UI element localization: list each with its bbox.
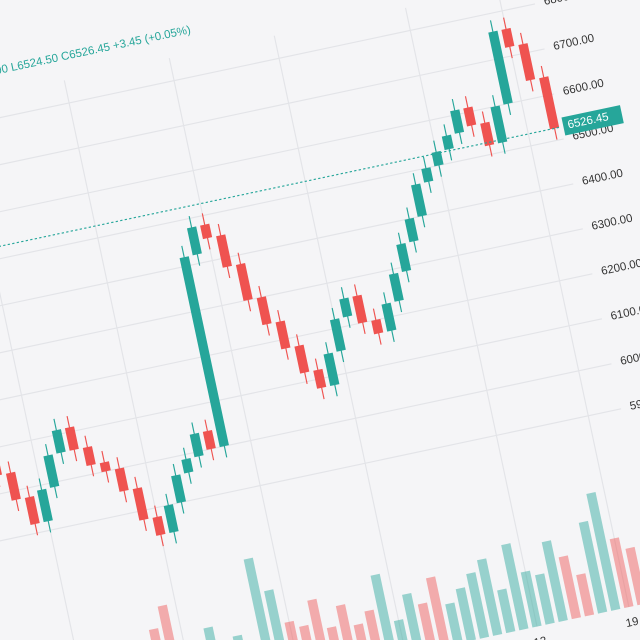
volume-bar (476, 558, 503, 636)
x-grid-line (496, 0, 630, 608)
volume-bar (535, 573, 555, 625)
grid-line (0, 228, 583, 364)
candle-body (186, 226, 202, 256)
grid-line (0, 48, 545, 184)
x-tick-label: 19 (625, 616, 640, 630)
candle-body (490, 105, 508, 144)
x-grid-line (0, 102, 92, 640)
volume-bar (558, 555, 581, 620)
grid-line (0, 273, 593, 409)
volume-bar (284, 620, 306, 640)
volume-bar (625, 546, 640, 606)
x-grid-line (63, 80, 197, 640)
x-tick-label: 12 (533, 635, 548, 640)
candle-body (371, 318, 384, 335)
candle-body (488, 30, 513, 105)
candle-body (5, 471, 21, 501)
x-grid-line (168, 57, 302, 640)
grid-line (0, 363, 612, 499)
candle-body (36, 488, 53, 523)
candle-body (114, 467, 129, 492)
grid-line (0, 183, 574, 319)
candle-body (411, 183, 427, 217)
y-tick-label: 5900.00 (629, 392, 640, 412)
candle-body (381, 302, 397, 332)
volume-bar (326, 626, 345, 640)
candle-body (501, 27, 515, 48)
volume-bar (520, 570, 542, 628)
volume-bar (466, 572, 490, 639)
x-grid-line (404, 7, 538, 627)
candle-body (181, 458, 194, 474)
candle-body (43, 454, 60, 488)
grid-line (0, 3, 536, 139)
candle-body (388, 272, 404, 302)
volume-bar (299, 624, 319, 640)
candle-body (216, 234, 232, 268)
grid-line (0, 318, 603, 454)
candle-body (64, 426, 79, 451)
volume-bar (364, 609, 385, 640)
candle-body (480, 121, 495, 147)
candle-body (99, 461, 111, 473)
volume-bar (609, 537, 634, 609)
candle-body (441, 134, 454, 151)
candle-body (539, 76, 560, 130)
candle-body (200, 223, 213, 240)
candle-body (431, 150, 444, 167)
candle-body (275, 320, 291, 350)
volume-bar (425, 576, 450, 640)
candle-body (463, 106, 477, 127)
volume-bar (541, 540, 568, 622)
volume-bar (353, 623, 372, 640)
candle-body (518, 43, 536, 82)
grid-line (0, 93, 555, 229)
volume-bar (445, 602, 463, 640)
volume-bar (501, 543, 529, 631)
candle-body (339, 297, 353, 318)
volume-bar (393, 619, 411, 640)
candle-body (421, 167, 434, 183)
last-price-line (0, 126, 562, 262)
volume-bar (417, 602, 437, 640)
volume-bar (264, 589, 293, 640)
volume-bar (576, 573, 595, 617)
volume-bar (335, 604, 358, 640)
volume-bar (370, 573, 398, 640)
candle-body (396, 243, 412, 273)
candle-body (323, 352, 340, 387)
candle-body (163, 504, 179, 534)
volume-bar (455, 587, 477, 640)
candle-body (294, 344, 310, 374)
candle-body (404, 217, 419, 243)
volume-bar (307, 598, 332, 640)
volume-bar (243, 557, 280, 640)
candle-body (329, 318, 346, 352)
candle-body (179, 256, 229, 448)
candle-body (202, 429, 216, 450)
candle-body (313, 368, 327, 389)
volume-bar (157, 604, 188, 640)
candle-body (171, 474, 187, 504)
candle-body (24, 496, 40, 525)
candle-body (352, 294, 368, 324)
volume-bar (578, 520, 608, 614)
candle-body (235, 263, 253, 301)
grid-line (0, 138, 564, 274)
candle-body (51, 429, 66, 454)
grid-line (0, 408, 622, 544)
candle-body (256, 296, 272, 326)
last-price-tag (561, 105, 624, 136)
candle-body (152, 515, 166, 536)
candle-body (132, 487, 149, 521)
candle-body (189, 432, 204, 458)
volume-bar (497, 588, 516, 634)
volume-bar (586, 492, 621, 611)
candle-body (82, 446, 96, 467)
volume-bar (402, 592, 424, 640)
candle-body (450, 109, 465, 134)
